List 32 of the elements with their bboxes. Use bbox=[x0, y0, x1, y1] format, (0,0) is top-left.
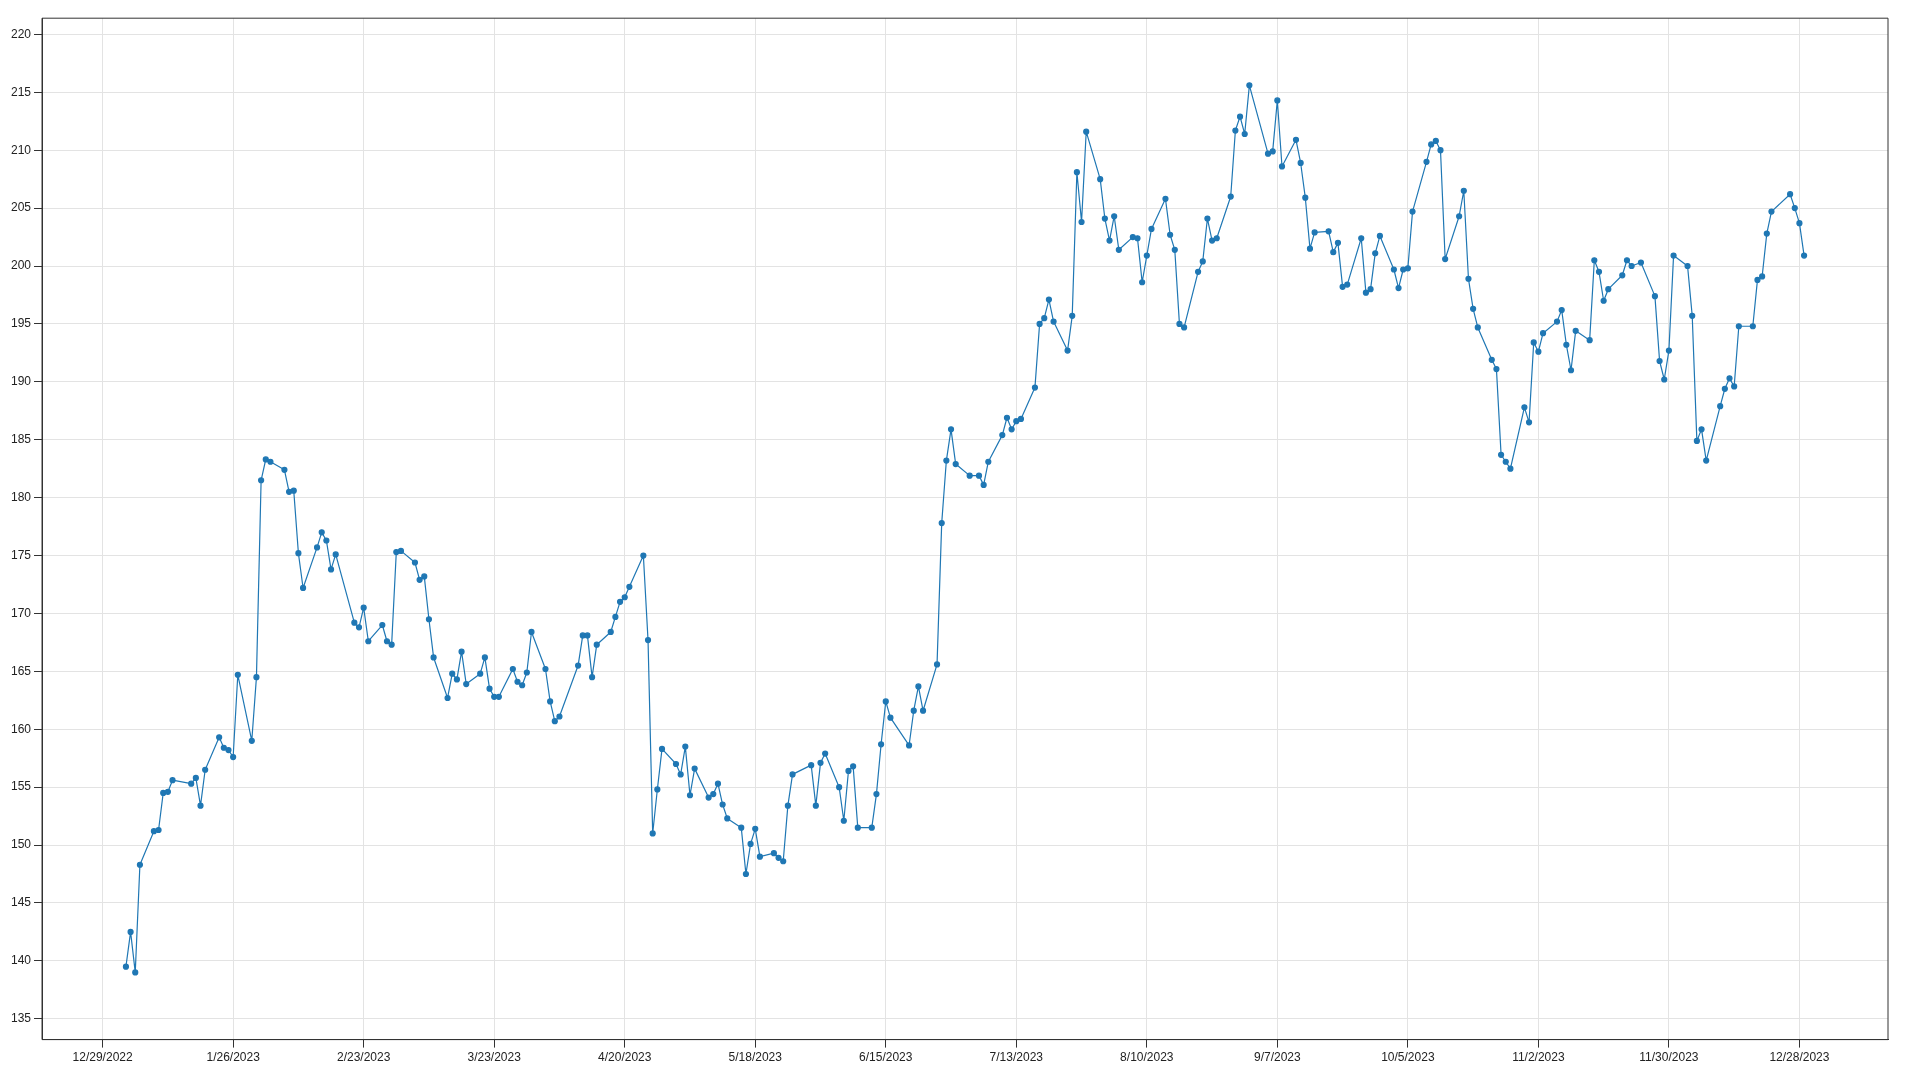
y-tick-label: 185 bbox=[10, 432, 32, 447]
y-tick-label: 215 bbox=[10, 84, 32, 99]
x-tick-label: 2/23/2023 bbox=[336, 1050, 391, 1065]
x-tick-label: 9/7/2023 bbox=[1253, 1050, 1302, 1065]
x-tick-label: 10/5/2023 bbox=[1381, 1050, 1435, 1065]
y-tick-label: 195 bbox=[10, 316, 32, 331]
x-tick-label: 3/23/2023 bbox=[467, 1050, 522, 1065]
y-tick-label: 140 bbox=[10, 953, 32, 968]
y-tick-label: 155 bbox=[10, 779, 32, 794]
y-tick-label: 175 bbox=[10, 547, 32, 562]
y-tick-label: 210 bbox=[10, 142, 32, 157]
y-tick-label: 145 bbox=[10, 895, 32, 910]
x-tick-label: 11/30/2023 bbox=[1639, 1050, 1699, 1065]
y-tick-label: 180 bbox=[10, 489, 32, 504]
x-tick-label: 12/29/2022 bbox=[72, 1050, 133, 1065]
y-tick-label: 150 bbox=[10, 837, 32, 852]
y-tick-label: 165 bbox=[10, 663, 32, 678]
x-tick-label: 7/13/2023 bbox=[989, 1050, 1044, 1065]
y-tick-label: 135 bbox=[10, 1011, 32, 1026]
y-tick-label: 205 bbox=[10, 200, 32, 215]
x-tick-label: 4/20/2023 bbox=[598, 1050, 652, 1065]
y-tick-label: 170 bbox=[10, 605, 32, 620]
x-tick-label: 12/28/2023 bbox=[1769, 1050, 1830, 1065]
y-tick-label: 200 bbox=[10, 258, 32, 273]
x-tick-label: 11/2/2023 bbox=[1512, 1050, 1565, 1065]
x-tick-label: 8/10/2023 bbox=[1120, 1050, 1174, 1065]
y-tick-label: 190 bbox=[10, 374, 32, 389]
y-tick-label: 160 bbox=[10, 721, 32, 736]
x-tick-label: 6/15/2023 bbox=[859, 1050, 913, 1065]
x-tick-label: 5/18/2023 bbox=[728, 1050, 783, 1065]
y-tick-label: 220 bbox=[10, 26, 32, 41]
x-tick-label: 1/26/2023 bbox=[206, 1050, 261, 1065]
